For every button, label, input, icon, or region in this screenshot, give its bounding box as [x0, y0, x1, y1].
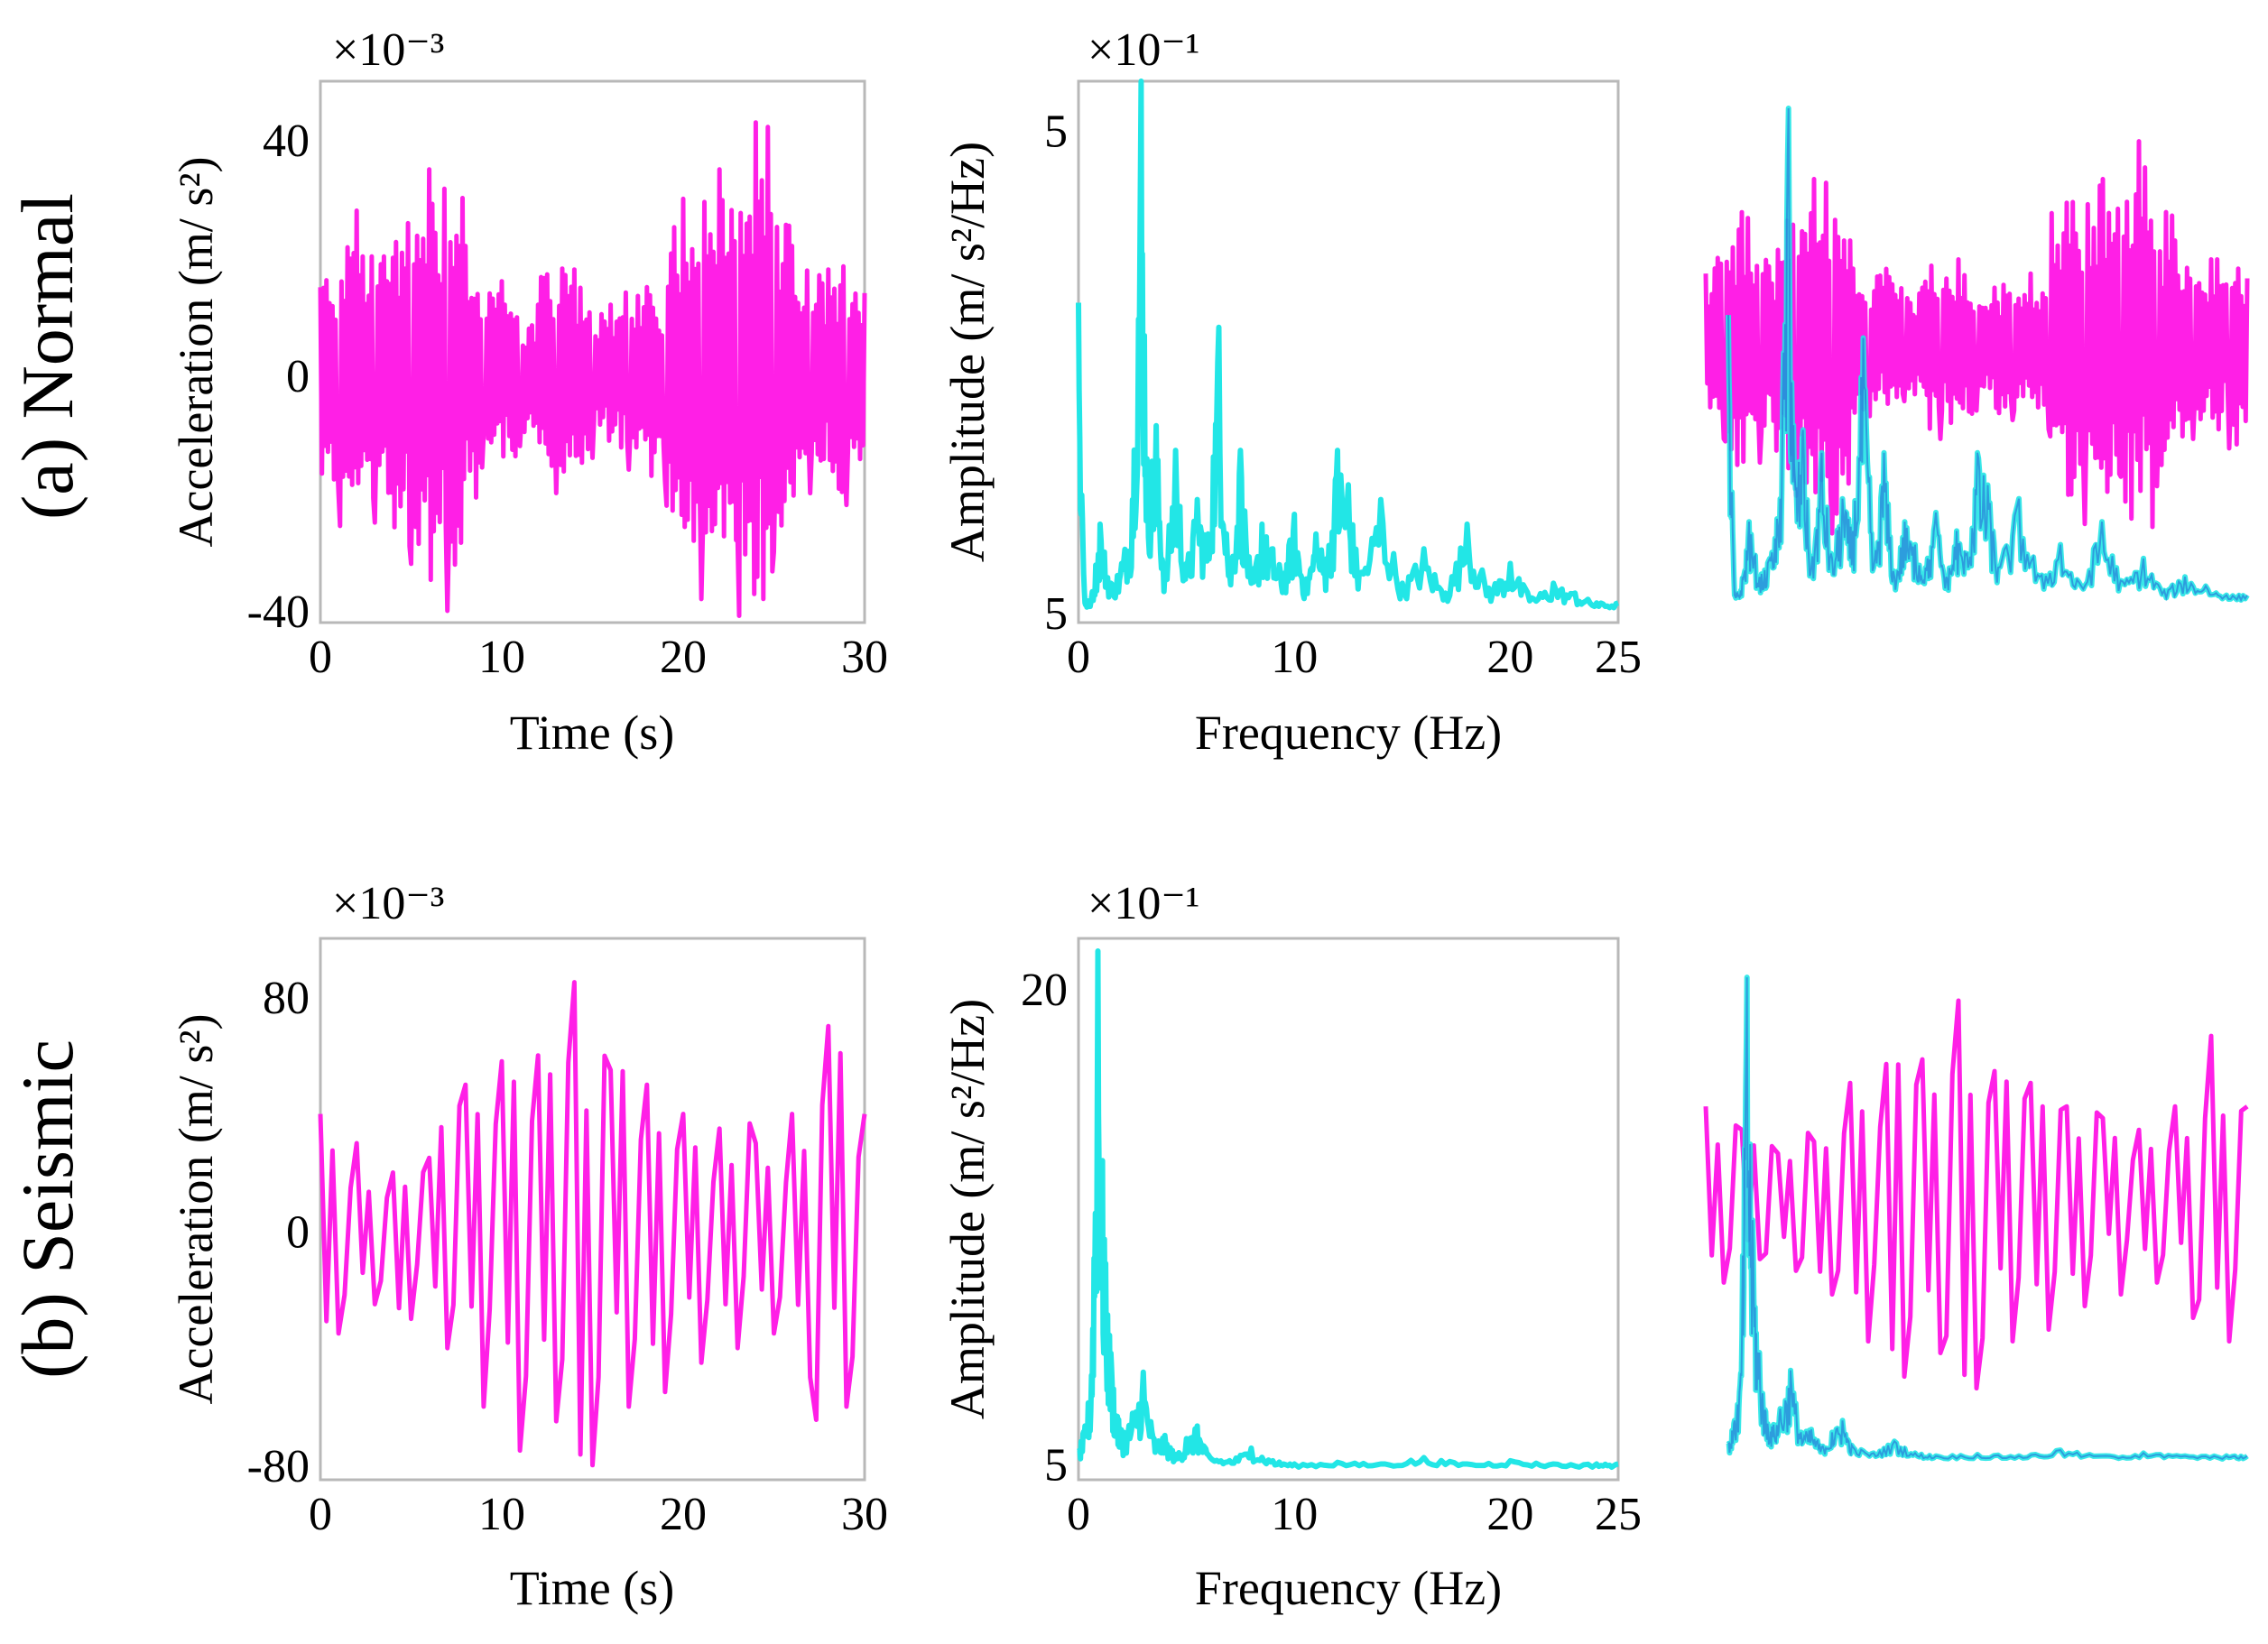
- x-tick-label: 20: [1486, 1489, 1533, 1540]
- y-axis-label: Acceleration (m/ s²): [169, 1013, 223, 1404]
- y-axis-label: Acceleration (m/ s²): [169, 156, 223, 547]
- y-tick-label: 0: [286, 1206, 310, 1258]
- x-tick-label: 0: [1067, 1489, 1090, 1540]
- y-axis-label: Amplitude (m/ s²/Hz): [940, 999, 995, 1419]
- x-tick-label: 0: [1067, 632, 1090, 683]
- y-tick-label: 80: [263, 973, 310, 1024]
- overlay-overlap-line: [1727, 977, 2248, 1461]
- x-tick-label: 30: [841, 1489, 888, 1540]
- y-tick-label: 20: [1021, 965, 1068, 1016]
- x-tick-label: 25: [1595, 1489, 1642, 1540]
- x-tick-label: 25: [1595, 632, 1642, 683]
- seismic-overlay-panel: [1703, 974, 2249, 1462]
- series-line: [1076, 79, 1619, 611]
- y-axis-label: Amplitude (m/ s²/Hz): [940, 142, 995, 562]
- axis-multiplier: ×10⁻¹: [1088, 24, 1199, 76]
- overlay-spectrum-line: [1726, 106, 2250, 603]
- x-tick-label: 20: [1486, 632, 1533, 683]
- series-line: [318, 120, 867, 618]
- x-axis-label: Frequency (Hz): [1195, 706, 1502, 760]
- y-tick-label: -80: [247, 1441, 310, 1492]
- x-tick-label: 10: [478, 1489, 525, 1540]
- seismic-spectrum-panel: ×10⁻¹ Amplitude (m/ s²/Hz) Frequency (Hz…: [940, 878, 1642, 1615]
- normal-overlay-panel: [1703, 106, 2250, 603]
- axis-multiplier: ×10⁻¹: [1088, 878, 1199, 929]
- x-tick-label: 0: [309, 1489, 332, 1540]
- x-tick-label: 10: [1271, 632, 1318, 683]
- series-line: [318, 980, 867, 1468]
- y-tick-label: 5: [1044, 588, 1068, 640]
- x-axis-label: Time (s): [510, 706, 675, 760]
- plot-frame: [319, 937, 866, 1482]
- x-axis-label: Time (s): [510, 1561, 675, 1615]
- normal-time-panel: ×10⁻³ Acceleration (m/ s²) Time (s) 0 10 2…: [169, 24, 888, 760]
- x-tick-label: 10: [1271, 1489, 1318, 1540]
- axis-multiplier: ×10⁻³: [332, 24, 444, 76]
- series-line: [1076, 948, 1619, 1470]
- normal-spectrum-panel: ×10⁻¹ Amplitude (m/ s²/Hz) Frequency (Hz…: [940, 24, 1642, 760]
- y-tick-label: 5: [1044, 1439, 1068, 1491]
- axis-multiplier: ×10⁻³: [332, 878, 444, 929]
- x-tick-label: 30: [841, 632, 888, 683]
- x-tick-label: 20: [660, 632, 707, 683]
- y-tick-label: -40: [247, 586, 310, 638]
- row-label-seismic: (b) Seismic: [6, 1039, 88, 1379]
- x-axis-label: Frequency (Hz): [1195, 1561, 1502, 1615]
- x-tick-label: 20: [660, 1489, 707, 1540]
- y-tick-label: 5: [1044, 106, 1068, 158]
- y-tick-label: 0: [286, 351, 310, 402]
- x-tick-label: 0: [309, 632, 332, 683]
- y-tick-label: 40: [263, 115, 310, 167]
- row-label-normal: (a) Normal: [6, 193, 88, 520]
- seismic-time-panel: ×10⁻³ Acceleration (m/ s²) Time (s) 0 10 2…: [169, 878, 888, 1615]
- overlay-overlap-line: [1727, 107, 2248, 603]
- plot-frame: [1077, 937, 1620, 1482]
- overlay-spectrum-line: [1726, 974, 2249, 1462]
- x-tick-label: 10: [478, 632, 525, 683]
- overlay-time-line: [1703, 998, 2249, 1391]
